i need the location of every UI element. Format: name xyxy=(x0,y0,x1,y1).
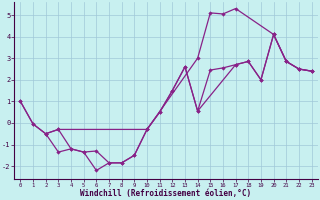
X-axis label: Windchill (Refroidissement éolien,°C): Windchill (Refroidissement éolien,°C) xyxy=(80,189,252,198)
